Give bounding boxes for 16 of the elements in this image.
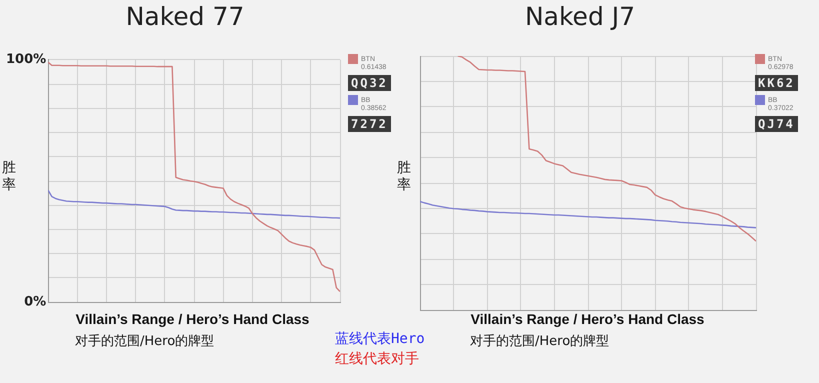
y-axis-title: 胜率 [2,160,17,194]
text: 红线代表对手 [335,350,419,368]
text: 对手的范围/Hero的牌型 [75,333,214,350]
text: 对手的范围/Hero的牌型 [470,333,610,350]
text: KK62 [755,75,798,91]
text: QJ74 [755,116,798,132]
chart-title: Naked 77 [124,2,246,31]
y-tick-label: 0% [24,294,46,310]
x-axis-title: Villain’s Range / Hero’s Hand Class [74,311,310,327]
text: 7272 [348,116,391,132]
text: QQ32 [348,75,391,91]
y-tick-label: 100% [6,52,46,68]
text: 蓝线代表Hero [335,330,425,348]
y-axis-title: 胜率 [397,160,412,194]
chart-title: Naked J7 [524,2,636,31]
x-axis-title: Villain’s Range / Hero’s Hand Class [470,311,706,327]
